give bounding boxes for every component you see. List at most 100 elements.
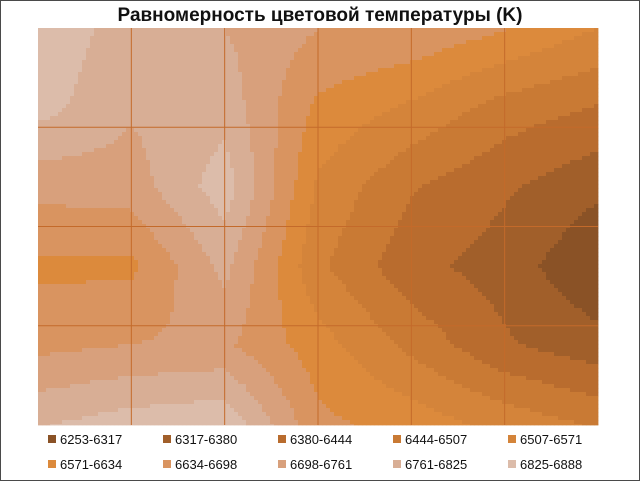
contour-cell [150, 44, 155, 49]
contour-cell [334, 108, 339, 113]
contour-cell [510, 140, 515, 145]
contour-cell [206, 120, 211, 125]
contour-cell [450, 124, 455, 129]
contour-cell [258, 148, 263, 153]
contour-cell [226, 168, 231, 173]
contour-cell [278, 128, 283, 133]
contour-cell [330, 132, 335, 137]
contour-cell [402, 56, 407, 61]
contour-cell [66, 88, 71, 93]
contour-cell [90, 64, 95, 69]
contour-cell [190, 112, 195, 117]
contour-cell [106, 100, 111, 105]
contour-cell [178, 84, 183, 89]
contour-cell [558, 48, 563, 53]
contour-cell [470, 160, 475, 165]
contour-cell [594, 132, 599, 137]
contour-cell [470, 88, 475, 93]
contour-cell [406, 72, 411, 77]
contour-cell [362, 124, 367, 129]
contour-cell [114, 120, 119, 125]
contour-cell [190, 88, 195, 93]
contour-cell [366, 140, 371, 145]
contour-cell [142, 120, 147, 125]
contour-cell [234, 52, 239, 57]
contour-cell [530, 128, 535, 133]
contour-cell [194, 68, 199, 73]
contour-cell [158, 44, 163, 49]
contour-cell [482, 132, 487, 137]
contour-cell [218, 52, 223, 57]
contour-cell [566, 108, 571, 113]
contour-cell [262, 44, 267, 49]
contour-cell [354, 80, 359, 85]
contour-cell [386, 104, 391, 109]
contour-cell [94, 96, 99, 101]
contour-cell [330, 108, 335, 113]
contour-cell [526, 88, 531, 93]
contour-cell [142, 148, 147, 153]
contour-cell [246, 136, 251, 141]
contour-cell [462, 104, 467, 109]
contour-cell [46, 124, 51, 129]
contour-cell [166, 92, 171, 97]
contour-cell [242, 92, 247, 97]
contour-cell [150, 124, 155, 129]
contour-cell [538, 84, 543, 89]
contour-cell [538, 160, 543, 165]
contour-cell [370, 88, 375, 93]
contour-cell [338, 56, 343, 61]
contour-cell [394, 40, 399, 45]
contour-cell [582, 164, 587, 169]
contour-cell [66, 152, 71, 157]
contour-cell [258, 164, 263, 169]
contour-cell [42, 56, 47, 61]
contour-cell [518, 144, 523, 149]
contour-cell [270, 108, 275, 113]
contour-cell [514, 36, 519, 41]
contour-cell [522, 32, 527, 37]
contour-cell [442, 164, 447, 169]
contour-cell [94, 84, 99, 89]
contour-cell [546, 164, 551, 169]
contour-cell [518, 100, 523, 105]
contour-cell [202, 52, 207, 57]
contour-cell [226, 156, 231, 161]
contour-cell [530, 96, 535, 101]
contour-cell [562, 144, 567, 149]
contour-cell [390, 92, 395, 97]
contour-cell [462, 124, 467, 129]
contour-cell [590, 132, 595, 137]
contour-cell [186, 36, 191, 41]
contour-cell [106, 156, 111, 161]
contour-cell [422, 120, 427, 125]
contour-cell [418, 32, 423, 37]
contour-cell [174, 28, 179, 33]
contour-cell [514, 112, 519, 117]
contour-cell [394, 48, 399, 53]
contour-cell [398, 128, 403, 133]
contour-cell [46, 128, 51, 133]
contour-cell [282, 128, 287, 133]
contour-cell [362, 164, 367, 169]
contour-cell [362, 108, 367, 113]
contour-cell [138, 164, 143, 169]
contour-cell [334, 148, 339, 153]
contour-cell [554, 164, 559, 169]
contour-cell [42, 52, 47, 57]
contour-cell [442, 152, 447, 157]
contour-cell [406, 124, 411, 129]
contour-cell [134, 116, 139, 121]
contour-cell [74, 36, 79, 41]
contour-cell [274, 40, 279, 45]
contour-cell [38, 60, 43, 65]
contour-cell [110, 124, 115, 129]
contour-cell [98, 108, 103, 113]
contour-cell [414, 156, 419, 161]
contour-cell [334, 56, 339, 61]
contour-cell [526, 48, 531, 53]
contour-cell [62, 104, 67, 109]
contour-cell [550, 148, 555, 153]
contour-cell [134, 168, 139, 173]
contour-cell [86, 92, 91, 97]
